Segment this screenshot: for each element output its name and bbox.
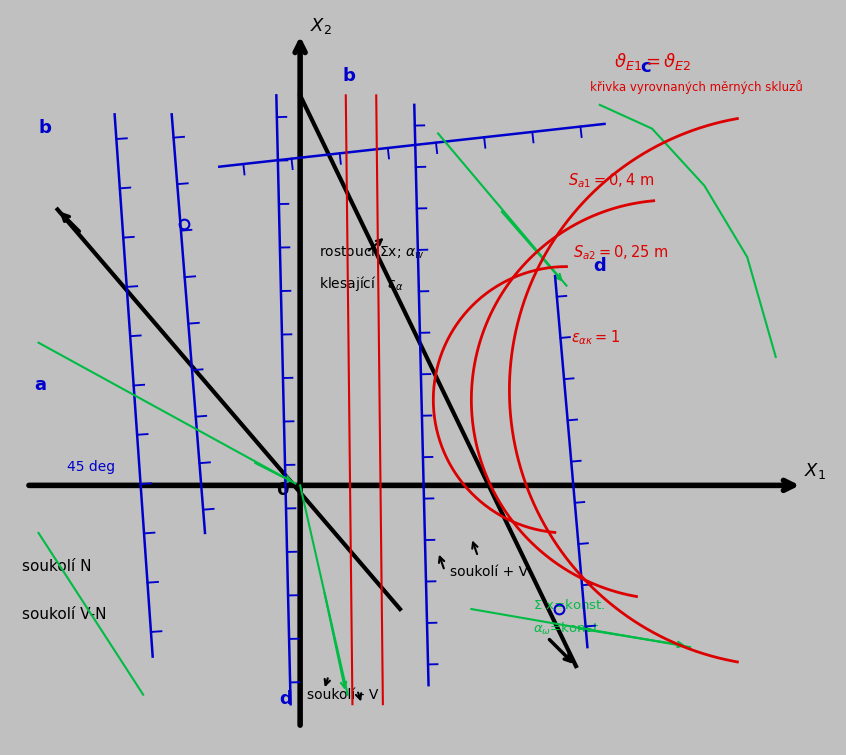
Text: d: d <box>593 257 606 276</box>
Text: b: b <box>39 119 52 137</box>
Text: c: c <box>640 57 651 76</box>
Text: $X_2$: $X_2$ <box>310 16 332 35</box>
Text: klesající   $\varepsilon_{\alpha}$: klesající $\varepsilon_{\alpha}$ <box>319 273 404 292</box>
Text: soukolí V-N: soukolí V-N <box>22 606 107 621</box>
Text: $\varepsilon_{\alpha\kappa} = 1$: $\varepsilon_{\alpha\kappa} = 1$ <box>571 328 620 347</box>
Text: 0: 0 <box>276 481 288 499</box>
Text: soukolí + V: soukolí + V <box>450 565 529 579</box>
Text: soukolí - V: soukolí - V <box>307 689 379 702</box>
Text: $S_{a2} = 0,25$ m: $S_{a2} = 0,25$ m <box>573 243 668 262</box>
Text: b: b <box>343 67 356 85</box>
Text: $X_1$: $X_1$ <box>805 461 827 481</box>
Text: $\vartheta_{E1}=\vartheta_{E2}$: $\vartheta_{E1}=\vartheta_{E2}$ <box>614 51 692 72</box>
Text: $\Sigma$ x=konst.: $\Sigma$ x=konst. <box>533 598 606 612</box>
Text: $\alpha_{\omega}$=konst.: $\alpha_{\omega}$=konst. <box>533 621 602 637</box>
Text: křivka vyrovnaných měrných skluzů: křivka vyrovnaných měrných skluzů <box>591 79 803 94</box>
Text: rostouci $\Sigma$x; $\alpha_w$: rostouci $\Sigma$x; $\alpha_w$ <box>319 244 425 261</box>
Text: a: a <box>34 376 46 394</box>
Text: $S_{a1} = 0,4$ m: $S_{a1} = 0,4$ m <box>569 171 655 190</box>
Text: soukolí N: soukolí N <box>22 559 92 574</box>
Text: 45 deg: 45 deg <box>67 460 115 474</box>
Text: d: d <box>279 690 292 708</box>
